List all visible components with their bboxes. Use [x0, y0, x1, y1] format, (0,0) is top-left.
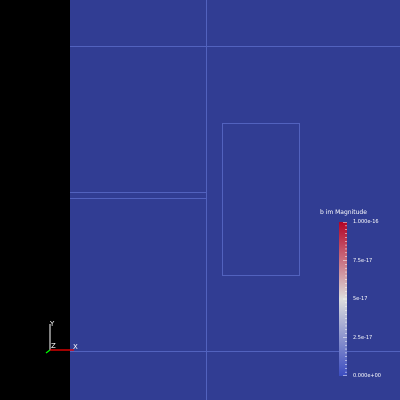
mesh-line-horizontal-bottom	[70, 351, 400, 352]
scalar-bar-gradient	[339, 222, 347, 376]
scalar-bar-tick-label: 1.000e-16	[353, 219, 379, 225]
scalar-bar-title: b im Magnitude	[320, 209, 367, 216]
scalar-bar-tick-label: 7.5e-17	[353, 257, 373, 264]
mesh-line-horizontal-top	[70, 46, 400, 47]
left-black-strip	[0, 0, 70, 400]
orientation-axes-widget: Y X Z	[40, 318, 84, 358]
axis-label-x: X	[73, 343, 78, 351]
mesh-line-horizontal-mid-b	[70, 198, 207, 199]
mesh-line-vertical	[206, 0, 207, 400]
axis-label-z: Z	[51, 342, 56, 350]
z-axis-line	[45, 349, 51, 354]
axis-label-y: Y	[50, 320, 55, 328]
scalar-bar-tick-label: 0.000e+00	[353, 373, 381, 379]
scalar-bar-tick-label: 2.5e-17	[353, 334, 373, 341]
scalar-bar-tick-label: 5e-17	[353, 296, 368, 302]
render-viewport[interactable]	[70, 0, 400, 400]
mesh-inner-rectangle	[222, 123, 300, 276]
mesh-line-horizontal-mid-a	[70, 192, 207, 193]
